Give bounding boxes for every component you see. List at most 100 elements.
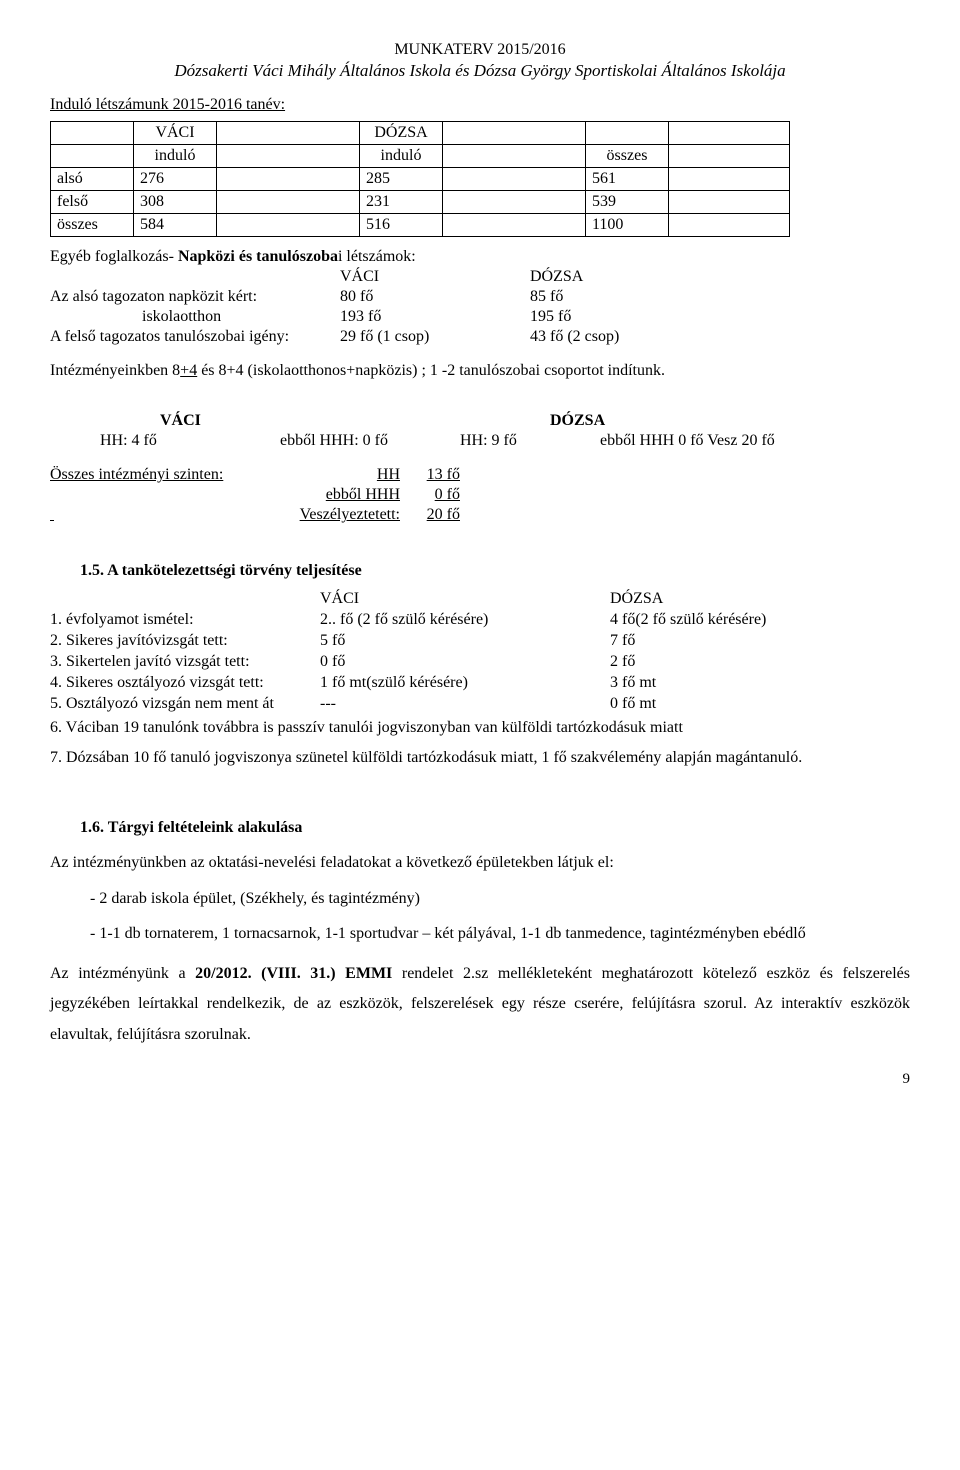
p: HH: 4 fő xyxy=(50,431,280,451)
s16-title: 1.6. Tárgyi feltételeink alakulása xyxy=(80,818,910,838)
v: 193 fő xyxy=(340,307,530,327)
t: 20/2012. (VIII. 31.) EMMI xyxy=(195,965,392,982)
page-number: 9 xyxy=(50,1070,910,1089)
row: A felső tagozatos tanulószobai igény: 29… xyxy=(50,327,910,347)
b: 2.. fő (2 fő szülő kérésére) xyxy=(320,610,610,630)
cell: 231 xyxy=(360,191,443,214)
spacer xyxy=(50,485,300,505)
s15-title: 1.5. A tankötelezettségi törvény teljesí… xyxy=(80,561,910,581)
row-label: összes xyxy=(51,214,134,237)
vaci-h: VÁCI xyxy=(340,267,530,287)
c: 3 fő mt xyxy=(610,673,890,693)
vaci: VÁCI xyxy=(50,411,330,431)
t: Napközi és tanulószoba xyxy=(178,248,338,265)
hh-line: HH: 4 fő ebből HHH: 0 fő HH: 9 fő ebből … xyxy=(50,431,910,451)
doc-header-2: Dózsakerti Váci Mihály Általános Iskola … xyxy=(50,60,910,81)
th xyxy=(443,145,586,168)
c: 7 fő xyxy=(610,631,890,651)
t: +4 xyxy=(180,362,197,379)
a: 2. Sikeres javítóvizsgát tett: xyxy=(50,631,320,651)
hh-header: VÁCI DÓZSA xyxy=(50,411,910,431)
vaci: VÁCI xyxy=(320,589,610,609)
spacer xyxy=(50,589,320,609)
b: 0 fő xyxy=(320,652,610,672)
cell xyxy=(443,214,586,237)
th xyxy=(443,122,586,145)
th xyxy=(51,145,134,168)
egyeb-title: Egyéb foglalkozás- Napközi és tanulószob… xyxy=(50,247,910,267)
cell: 285 xyxy=(360,168,443,191)
p: HH: 9 fő xyxy=(460,431,600,451)
cell: 276 xyxy=(134,168,217,191)
doc-header-1: MUNKATERV 2015/2016 xyxy=(50,40,910,60)
mid: ebből HHH xyxy=(300,485,400,505)
s16-p1: Az intézményünk a 20/2012. (VIII. 31.) E… xyxy=(50,959,910,1050)
cell: 561 xyxy=(586,168,669,191)
th xyxy=(586,122,669,145)
th: induló xyxy=(360,145,443,168)
s15-row: 5. Osztályozó vizsgán nem ment át --- 0 … xyxy=(50,694,910,714)
c: 0 fő mt xyxy=(610,694,890,714)
d: 195 fő xyxy=(530,307,690,327)
val: 0 fő xyxy=(400,485,460,505)
cell xyxy=(669,168,790,191)
d: 85 fő xyxy=(530,287,690,307)
dozsa: DÓZSA xyxy=(610,589,890,609)
lbl: iskolaotthon xyxy=(50,307,340,327)
t: Az intézményünk a xyxy=(50,965,195,982)
row-label: alsó xyxy=(51,168,134,191)
cell: 584 xyxy=(134,214,217,237)
dozsa: DÓZSA xyxy=(330,411,895,431)
th xyxy=(217,145,360,168)
osszes-block: Összes intézményi szinten: HH 13 fő ebbő… xyxy=(50,465,910,525)
s15-row: 2. Sikeres javítóvizsgát tett: 5 fő 7 fő xyxy=(50,631,910,651)
row: iskolaotthon 193 fő 195 fő xyxy=(50,307,910,327)
mid: HH xyxy=(300,465,400,485)
th: induló xyxy=(134,145,217,168)
b: 5 fő xyxy=(320,631,610,651)
th: összes xyxy=(586,145,669,168)
intezmeny-line: Intézményeinkben 8+4 és 8+4 (iskolaottho… xyxy=(50,361,910,381)
mid: Veszélyeztetett: xyxy=(270,505,400,525)
intro-title: Induló létszámunk 2015-2016 tanév: xyxy=(50,95,910,115)
lbl: A felső tagozatos tanulószobai igény: xyxy=(50,327,340,347)
t: i létszámok: xyxy=(338,248,416,265)
t: és 8+4 (iskolaotthonos+napközis) ; 1 -2 … xyxy=(197,362,665,379)
cell xyxy=(443,191,586,214)
s15-row: 4. Sikeres osztályozó vizsgát tett: 1 fő… xyxy=(50,673,910,693)
osszes-label: Összes intézményi szinten: xyxy=(50,465,300,485)
p: ebből HHH 0 fő Vesz 20 fő xyxy=(600,431,775,451)
d: 43 fő (2 csop) xyxy=(530,327,690,347)
cell: 516 xyxy=(360,214,443,237)
s15-p6: 6. Váciban 19 tanulónk továbbra is passz… xyxy=(50,718,910,738)
v: 29 fő (1 csop) xyxy=(340,327,530,347)
dozsa-h: DÓZSA xyxy=(530,267,690,287)
t: Intézményeinkben 8 xyxy=(50,362,180,379)
b: --- xyxy=(320,694,610,714)
p: ebből HHH: 0 fő xyxy=(280,431,460,451)
th-vaci: VÁCI xyxy=(134,122,217,145)
lbl: Az alsó tagozaton napközit kért: xyxy=(50,287,340,307)
spacer xyxy=(50,267,340,287)
s15-row: 1. évfolyamot ismétel: 2.. fő (2 fő szül… xyxy=(50,610,910,630)
val: 13 fő xyxy=(400,465,460,485)
th xyxy=(51,122,134,145)
cell: 539 xyxy=(586,191,669,214)
a: 4. Sikeres osztályozó vizsgát tett: xyxy=(50,673,320,693)
spacer xyxy=(50,505,270,525)
c: 4 fő(2 fő szülő kérésére) xyxy=(610,610,890,630)
a: 1. évfolyamot ismétel: xyxy=(50,610,320,630)
cell xyxy=(217,191,360,214)
row: Az alsó tagozaton napközit kért: 80 fő 8… xyxy=(50,287,910,307)
cell: 1100 xyxy=(586,214,669,237)
a: 3. Sikertelen javító vizsgát tett: xyxy=(50,652,320,672)
cell xyxy=(217,214,360,237)
enrollment-table: VÁCI DÓZSA induló induló összes alsó 276… xyxy=(50,121,790,237)
th xyxy=(217,122,360,145)
cell xyxy=(669,191,790,214)
cell xyxy=(443,168,586,191)
val: 20 fő xyxy=(400,505,460,525)
s15-hdr: VÁCI DÓZSA xyxy=(50,589,910,609)
c: 2 fő xyxy=(610,652,890,672)
th-dozsa: DÓZSA xyxy=(360,122,443,145)
